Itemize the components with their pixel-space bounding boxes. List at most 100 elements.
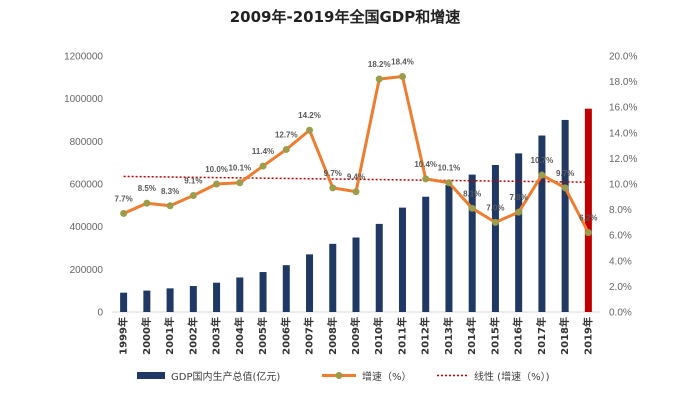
gdp-bar bbox=[189, 286, 197, 312]
x-category-label: 2004年 bbox=[233, 317, 246, 355]
growth-data-labels: 7.7%8.5% 8.3%9.1%10.0% 10.1%11.4%12.7%14.2… bbox=[115, 57, 598, 222]
right-tick-label: 4.0% bbox=[609, 256, 632, 267]
growth-point bbox=[538, 171, 546, 179]
growth-point bbox=[166, 202, 174, 210]
x-category-label: 2017年 bbox=[535, 317, 548, 355]
left-tick-label: 400000 bbox=[70, 222, 104, 233]
x-category-label: 2018年 bbox=[558, 317, 571, 355]
gdp-bar bbox=[120, 292, 128, 312]
gdp-bar bbox=[538, 135, 546, 312]
legend-bar-swatch bbox=[137, 372, 165, 379]
gdp-bar bbox=[422, 196, 430, 312]
x-category-label: 2016年 bbox=[512, 317, 525, 355]
growth-point bbox=[236, 179, 244, 187]
growth-data-label: 8.1% bbox=[463, 189, 481, 198]
growth-data-label: 10.4% bbox=[414, 160, 437, 169]
gdp-bar bbox=[352, 237, 360, 312]
x-category-label: 2000年 bbox=[140, 317, 153, 355]
gdp-bar bbox=[259, 272, 267, 312]
trendline-path bbox=[123, 175, 589, 183]
right-tick-label: 16.0% bbox=[609, 103, 637, 114]
growth-data-label: 10.0% bbox=[205, 165, 228, 174]
growth-data-label: 7.8% bbox=[510, 193, 528, 202]
legend-bar-label: GDP国内生产总值(亿元) bbox=[171, 370, 280, 383]
growth-point bbox=[468, 204, 476, 212]
gdp-bar bbox=[468, 174, 476, 312]
growth-point bbox=[375, 75, 383, 83]
right-tick-label: 12.0% bbox=[609, 154, 637, 165]
x-category-label: 2014年 bbox=[465, 317, 478, 355]
chart-title: 2009年-2019年全国GDP和增速 bbox=[230, 8, 460, 26]
growth-data-label: 8.5% bbox=[138, 184, 156, 193]
x-category-label: 2010年 bbox=[372, 317, 385, 355]
left-tick-label: 0 bbox=[97, 308, 103, 319]
gdp-bar bbox=[375, 223, 383, 312]
growth-point bbox=[189, 192, 197, 200]
right-tick-label: 0.0% bbox=[609, 308, 632, 319]
gdp-bar bbox=[584, 108, 592, 313]
growth-point bbox=[398, 72, 406, 80]
growth-data-label: 7.7% bbox=[115, 194, 133, 203]
growth-data-label: 14.2% bbox=[298, 111, 321, 120]
gdp-bar bbox=[143, 290, 151, 312]
growth-data-label: 11.4% bbox=[252, 147, 274, 156]
x-category-label: 2005年 bbox=[256, 317, 269, 355]
growth-data-label: 9.7% bbox=[324, 169, 342, 178]
gdp-bar bbox=[515, 153, 523, 312]
growth-data-label: 9.1% bbox=[184, 177, 202, 186]
gdp-bar bbox=[213, 282, 221, 312]
growth-point bbox=[213, 180, 221, 188]
x-category-label: 2002年 bbox=[186, 317, 199, 355]
growth-data-label: 9.4% bbox=[347, 173, 365, 182]
left-tick-label: 600000 bbox=[70, 180, 104, 191]
legend: GDP国内生产总值(亿元) 增速（%） 线性 (增速（%）) bbox=[137, 370, 550, 383]
growth-point bbox=[143, 199, 151, 207]
x-category-label: 2006年 bbox=[279, 317, 292, 355]
growth-point bbox=[491, 218, 499, 226]
growth-line bbox=[120, 72, 592, 237]
growth-data-label: 10.1% bbox=[438, 164, 461, 173]
growth-point bbox=[515, 208, 523, 216]
growth-trendline bbox=[123, 175, 589, 183]
x-axis-categories: 1999年 2000年 2001年 2002年 2003年 2004年 2005年 2006年… bbox=[117, 317, 595, 355]
gdp-bar bbox=[236, 277, 244, 312]
gdp-bar bbox=[329, 243, 337, 312]
growth-data-label: 10.1% bbox=[228, 164, 251, 173]
right-tick-label: 6.0% bbox=[609, 231, 632, 242]
growth-point bbox=[352, 188, 360, 196]
left-tick-label: 1000000 bbox=[64, 94, 103, 105]
growth-data-label: 18.4% bbox=[391, 57, 414, 66]
gdp-bar bbox=[561, 119, 569, 312]
gdp-bar bbox=[491, 165, 499, 312]
gdp-bar bbox=[398, 207, 406, 312]
growth-point bbox=[445, 179, 453, 187]
growth-data-label: 9.7% bbox=[556, 169, 574, 178]
x-category-label: 2007年 bbox=[303, 317, 316, 355]
right-y-axis: 0.0% 2.0% 4.0% 6.0% 8.0% 10.0% 12.0% 14.0% 16.0%… bbox=[609, 52, 637, 319]
x-category-label: 2012年 bbox=[419, 317, 432, 355]
growth-point bbox=[561, 184, 569, 192]
right-tick-label: 20.0% bbox=[609, 52, 637, 63]
legend-line-label: 增速（%） bbox=[362, 370, 412, 383]
left-tick-label: 200000 bbox=[70, 265, 104, 276]
right-tick-label: 2.0% bbox=[609, 282, 632, 293]
growth-point bbox=[120, 209, 128, 217]
gdp-bar bbox=[445, 185, 453, 312]
growth-point bbox=[282, 145, 290, 153]
right-tick-label: 10.0% bbox=[609, 180, 637, 191]
growth-point bbox=[329, 184, 337, 192]
legend-trend-label: 线性 (增速（%）) bbox=[474, 370, 550, 383]
growth-point bbox=[259, 162, 267, 170]
x-category-label: 1999年 bbox=[117, 317, 130, 355]
left-tick-label: 1200000 bbox=[64, 52, 103, 63]
x-category-label: 2009年 bbox=[349, 317, 362, 355]
x-category-label: 2001年 bbox=[163, 317, 176, 355]
growth-data-label: 12.7% bbox=[275, 130, 298, 139]
legend-line-marker bbox=[335, 372, 343, 379]
growth-data-label: 6.2% bbox=[579, 214, 597, 223]
growth-data-label: 18.2% bbox=[368, 60, 391, 69]
x-category-label: 2008年 bbox=[326, 317, 339, 355]
right-tick-label: 8.0% bbox=[609, 205, 632, 216]
x-category-label: 2015年 bbox=[488, 317, 501, 355]
